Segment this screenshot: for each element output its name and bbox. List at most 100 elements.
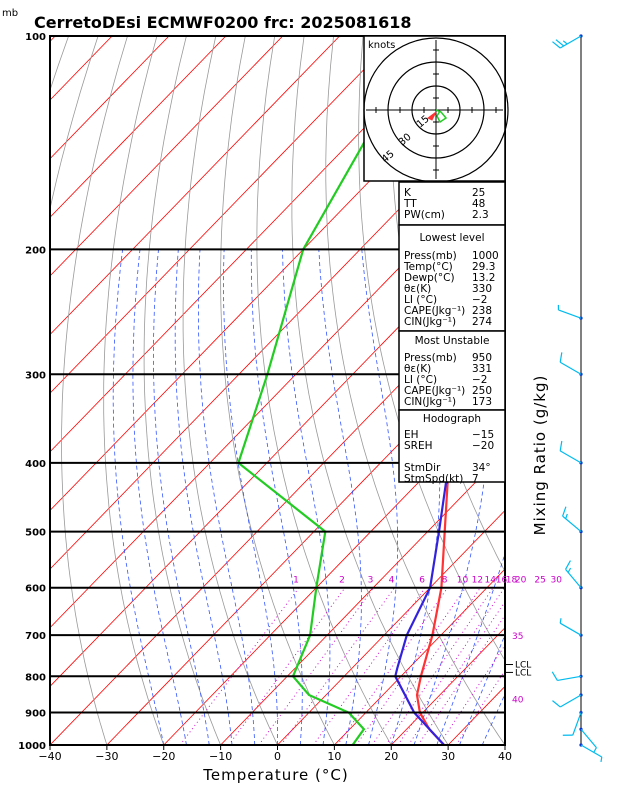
mixing-ratio-tick-label: 40 [512, 696, 524, 706]
moist-adiabat-line [153, 249, 210, 745]
pressure-tick-label: 200 [25, 245, 46, 256]
stats-box [398, 409, 506, 483]
wind-barb [559, 694, 582, 708]
stats-value: 13.2 [472, 272, 495, 284]
isotherm-line [50, 36, 454, 453]
dry-adiabat-line [143, 36, 221, 745]
wind-barb-flag [552, 700, 561, 708]
dry-adiabat-line [182, 36, 278, 745]
stats-label: SREH [404, 440, 433, 452]
mixing-ratio-tick-label: 30 [551, 576, 563, 586]
stats-value: 29.3 [472, 261, 495, 273]
stats-label: LI (°C) [404, 294, 437, 306]
stats-value: 25 [472, 187, 485, 199]
temperature-tick-label: −20 [152, 750, 175, 763]
pressure-tick-label: 400 [25, 459, 46, 470]
wind-barb-flag [551, 671, 558, 681]
stats-label: Temp(°C) [403, 261, 453, 273]
isotherm-line [50, 36, 284, 277]
stats-value: −15 [472, 429, 494, 441]
isotherm-line [220, 451, 505, 745]
pressure-tick-label: 700 [25, 631, 46, 642]
wind-barb [557, 675, 582, 682]
wind-barb-flag [559, 440, 563, 451]
temperature-tick-label: −10 [209, 750, 232, 763]
mixing-ratio-tick-label: 1 [293, 576, 299, 586]
mixing-ratio-line [280, 587, 395, 745]
stats-label: Press(mb) [404, 250, 457, 262]
mixing-ratio-tick-label: 6 [419, 576, 425, 586]
wind-barb-flag [559, 618, 562, 624]
wind-barb [559, 622, 582, 636]
dry-adiabat-line [540, 36, 618, 745]
stats-value: 331 [472, 363, 492, 375]
stats-box [398, 224, 506, 332]
stats-value: −2 [472, 374, 487, 386]
hodograph-units: knots [368, 40, 395, 51]
isotherm-line [163, 392, 505, 745]
stats-value: 238 [472, 305, 492, 317]
wind-barb-flag [555, 39, 565, 47]
dry-adiabat-line [103, 36, 165, 745]
stats-value: 34° [472, 462, 491, 474]
stats-label: Dewp(°C) [404, 272, 455, 284]
moist-adiabat-line [223, 249, 278, 745]
isotherm-line [50, 275, 505, 745]
wind-barb [558, 309, 582, 319]
mixing-ratio-tick-label: 12 [472, 576, 483, 586]
stats-label: CIN(Jkg⁻¹) [404, 396, 456, 408]
stats-value: 48 [472, 198, 485, 210]
dry-adiabat-line [325, 36, 505, 745]
stats-label: EH [404, 429, 419, 441]
pressure-tick-label: 600 [25, 584, 46, 595]
stats-value: 1000 [472, 250, 499, 262]
mixing-ratio-tick-label: 4 [389, 576, 395, 586]
pressure-unit: mb [2, 8, 18, 19]
dry-adiabat-line [569, 36, 618, 745]
pressure-tick-label: 100 [25, 32, 46, 43]
moist-adiabat-line [282, 249, 331, 745]
mixing-ratio-line [455, 669, 505, 745]
moist-adiabat-line [318, 249, 362, 745]
mixing-ratio-line [228, 587, 346, 745]
chart-title: CerretoDEsi ECMWF0200 frc: 2025081618 [34, 13, 412, 32]
moist-adiabat-line [132, 249, 187, 745]
dry-adiabat-line [256, 36, 392, 745]
wind-barb-flag [565, 560, 571, 570]
mixing-ratio-tick-label: 18 [506, 576, 518, 586]
stats-label: LI (°C) [404, 374, 437, 386]
stats-value: 330 [472, 283, 492, 295]
isotherm-line [50, 36, 170, 160]
stats-label: CIN(Jkg⁻¹) [404, 316, 456, 328]
wind-barb-flag [600, 756, 603, 763]
wind-barb-flag [562, 506, 567, 517]
stats-panel: K 25 TT 48 PW(cm) 2.3 Lowest level Press(mb) 100… [398, 181, 506, 485]
mixing-ratio-line [258, 587, 374, 745]
isotherm-line [50, 36, 113, 101]
isotherm-line [50, 216, 505, 687]
mixing-ratio-axis-title: Mixing Ratio (g/kg) [531, 375, 549, 536]
isotherm-line [334, 568, 505, 745]
stats-value: 7 [472, 473, 479, 485]
dewpoint-line [237, 36, 426, 745]
wind-barb [559, 450, 582, 464]
temperature-tick-label: 20 [384, 750, 398, 763]
stats-label: θε(K) [404, 363, 431, 375]
stats-value: 2.3 [472, 209, 489, 221]
stats-label: Press(mb) [404, 352, 457, 364]
stats-box [398, 330, 506, 411]
stats-label: CAPE(Jkg⁻¹) [404, 385, 465, 397]
mixing-ratio-tick-label: 2 [339, 576, 345, 586]
mixing-ratio-tick-label: 14 [484, 576, 496, 586]
mixing-ratio-line [179, 587, 300, 745]
storm-motion-arrow [427, 111, 437, 121]
stats-value: 274 [472, 316, 492, 328]
x-axis-title: Temperature (°C) [202, 766, 348, 784]
stats-value: −20 [472, 440, 494, 452]
temperature-tick-label: 0 [274, 750, 281, 763]
stats-value: 173 [472, 396, 492, 408]
wind-barb-flag [559, 352, 563, 363]
isotherm-line [50, 36, 227, 218]
